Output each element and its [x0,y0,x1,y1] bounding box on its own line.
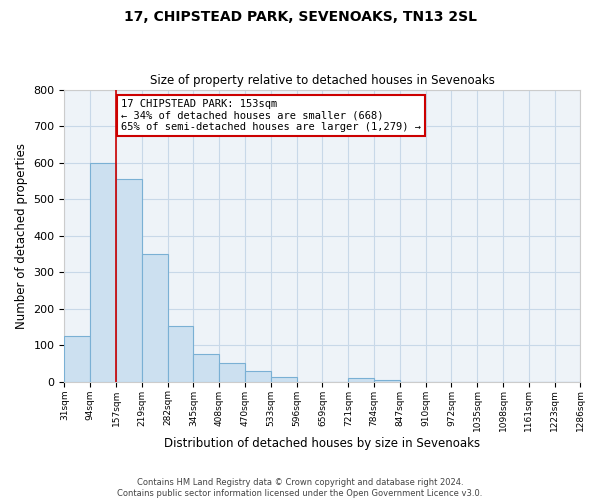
Bar [142,254,167,382]
Text: 17 CHIPSTEAD PARK: 153sqm
← 34% of detached houses are smaller (668)
65% of semi: 17 CHIPSTEAD PARK: 153sqm ← 34% of detac… [121,98,421,132]
Bar [193,354,219,382]
Bar [219,364,245,382]
X-axis label: Distribution of detached houses by size in Sevenoaks: Distribution of detached houses by size … [164,437,481,450]
Bar [348,378,374,382]
Title: Size of property relative to detached houses in Sevenoaks: Size of property relative to detached ho… [150,74,495,87]
Bar [245,370,271,382]
Bar [64,336,90,382]
Bar [116,179,142,382]
Text: 17, CHIPSTEAD PARK, SEVENOAKS, TN13 2SL: 17, CHIPSTEAD PARK, SEVENOAKS, TN13 2SL [124,10,476,24]
Bar [90,162,116,382]
Bar [167,326,193,382]
Bar [374,380,400,382]
Text: Contains HM Land Registry data © Crown copyright and database right 2024.
Contai: Contains HM Land Registry data © Crown c… [118,478,482,498]
Y-axis label: Number of detached properties: Number of detached properties [15,142,28,328]
Bar [271,377,296,382]
